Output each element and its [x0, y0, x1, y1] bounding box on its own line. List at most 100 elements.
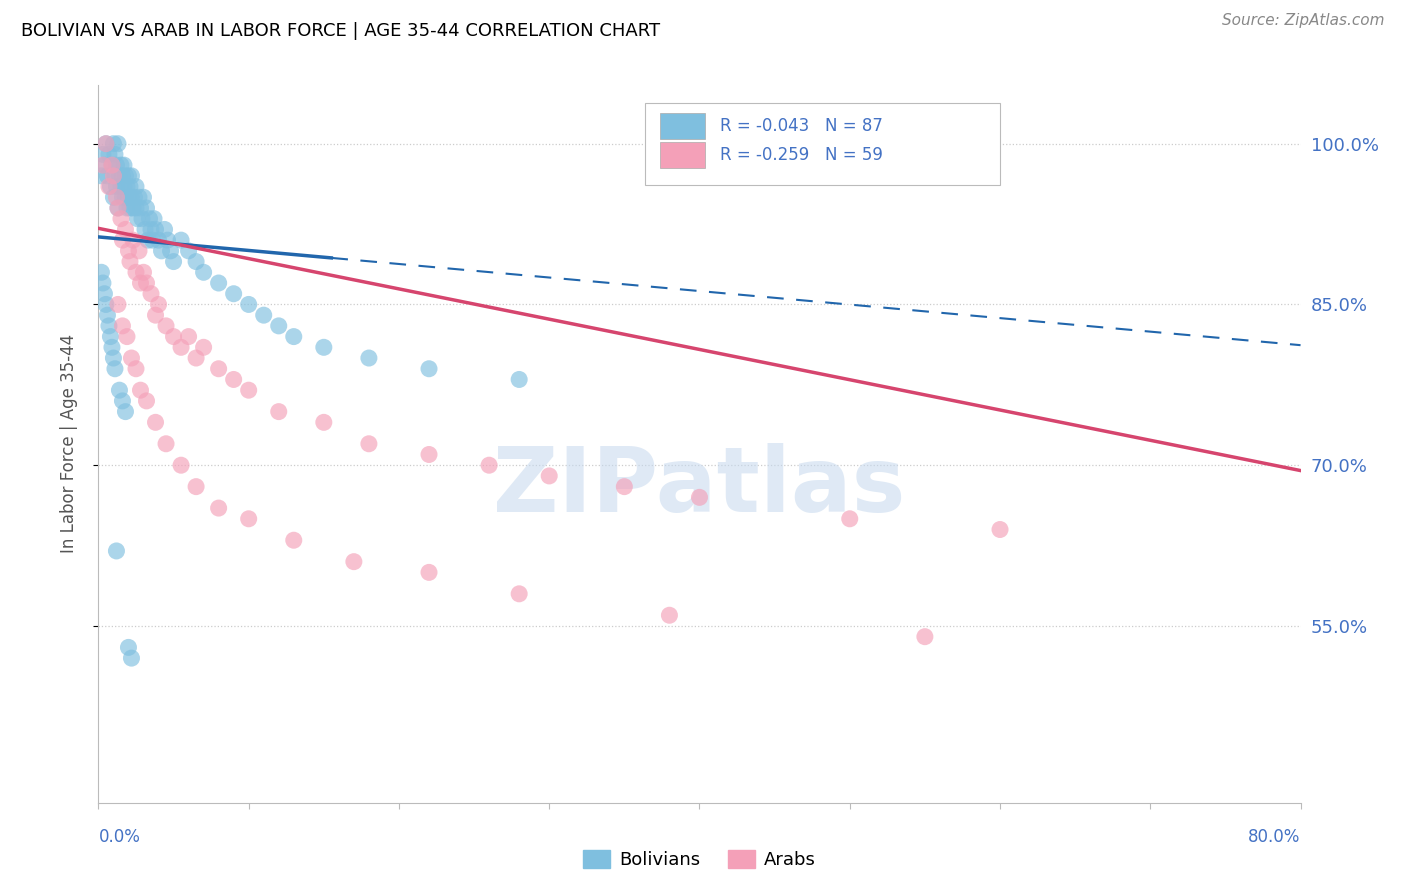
FancyBboxPatch shape: [659, 142, 706, 168]
Point: [153, 222, 176, 236]
Point: [129, 201, 152, 215]
Point: [283, 329, 305, 343]
Point: [111, 233, 134, 247]
Point: [112, 179, 135, 194]
Point: [111, 169, 134, 183]
Point: [121, 651, 143, 665]
Point: [238, 297, 260, 311]
Point: [118, 179, 141, 194]
Point: [222, 372, 245, 386]
Point: [115, 329, 138, 343]
Point: [184, 351, 207, 365]
Point: [108, 383, 131, 397]
Point: [105, 179, 128, 194]
Point: [138, 211, 160, 226]
Point: [129, 383, 152, 397]
Text: 80.0%: 80.0%: [1249, 828, 1301, 846]
Point: [155, 318, 177, 333]
Point: [162, 329, 184, 343]
Point: [312, 415, 335, 429]
Point: [114, 404, 136, 418]
Point: [508, 372, 530, 386]
Text: BOLIVIAN VS ARAB IN LABOR FORCE | AGE 35-44 CORRELATION CHART: BOLIVIAN VS ARAB IN LABOR FORCE | AGE 35…: [21, 22, 661, 40]
Point: [125, 265, 148, 279]
Point: [107, 136, 129, 151]
Point: [135, 201, 157, 215]
Point: [90, 169, 112, 183]
Point: [150, 244, 173, 258]
Point: [97, 318, 120, 333]
Point: [107, 297, 129, 311]
Point: [658, 608, 681, 623]
Point: [148, 233, 170, 247]
Point: [170, 233, 193, 247]
Point: [104, 361, 127, 376]
Point: [93, 158, 115, 172]
Point: [94, 136, 117, 151]
FancyBboxPatch shape: [659, 112, 706, 138]
Point: [177, 244, 200, 258]
Point: [156, 233, 179, 247]
Point: [170, 458, 193, 473]
Point: [100, 329, 122, 343]
Point: [538, 469, 561, 483]
Point: [135, 393, 157, 408]
Point: [103, 169, 125, 183]
Point: [136, 233, 159, 247]
Point: [689, 491, 711, 505]
Point: [478, 458, 501, 473]
Point: [114, 169, 136, 183]
Point: [267, 318, 290, 333]
Text: ZIPatlas: ZIPatlas: [494, 442, 905, 531]
Point: [110, 211, 132, 226]
Text: Source: ZipAtlas.com: Source: ZipAtlas.com: [1222, 13, 1385, 29]
Point: [418, 448, 440, 462]
Point: [267, 404, 290, 418]
Point: [121, 351, 143, 365]
Point: [94, 297, 117, 311]
Point: [112, 158, 135, 172]
Point: [129, 276, 152, 290]
Point: [134, 222, 156, 236]
Point: [125, 179, 148, 194]
Point: [143, 211, 166, 226]
Point: [613, 480, 636, 494]
Point: [105, 544, 128, 558]
Point: [170, 340, 193, 354]
Point: [122, 201, 145, 215]
Point: [111, 190, 134, 204]
Point: [107, 201, 129, 215]
Point: [91, 158, 114, 172]
FancyBboxPatch shape: [645, 103, 1000, 186]
Point: [238, 512, 260, 526]
Point: [139, 222, 162, 236]
Point: [114, 222, 136, 236]
Point: [238, 383, 260, 397]
Point: [988, 523, 1011, 537]
Point: [128, 190, 150, 204]
Point: [145, 308, 167, 322]
Point: [357, 436, 380, 450]
Point: [117, 190, 139, 204]
Point: [193, 265, 215, 279]
Legend: Bolivians, Arabs: Bolivians, Arabs: [576, 843, 823, 876]
Point: [145, 415, 167, 429]
Point: [124, 190, 146, 204]
Point: [208, 501, 231, 516]
Point: [343, 555, 366, 569]
Point: [312, 340, 335, 354]
Y-axis label: In Labor Force | Age 35-44: In Labor Force | Age 35-44: [59, 334, 77, 553]
Point: [418, 566, 440, 580]
Point: [122, 233, 145, 247]
Point: [111, 318, 134, 333]
Point: [107, 201, 129, 215]
Point: [97, 179, 120, 194]
Point: [115, 179, 138, 194]
Point: [118, 201, 141, 215]
Point: [90, 265, 112, 279]
Point: [105, 158, 128, 172]
Point: [914, 630, 936, 644]
Point: [208, 276, 231, 290]
Point: [357, 351, 380, 365]
Point: [117, 169, 139, 183]
